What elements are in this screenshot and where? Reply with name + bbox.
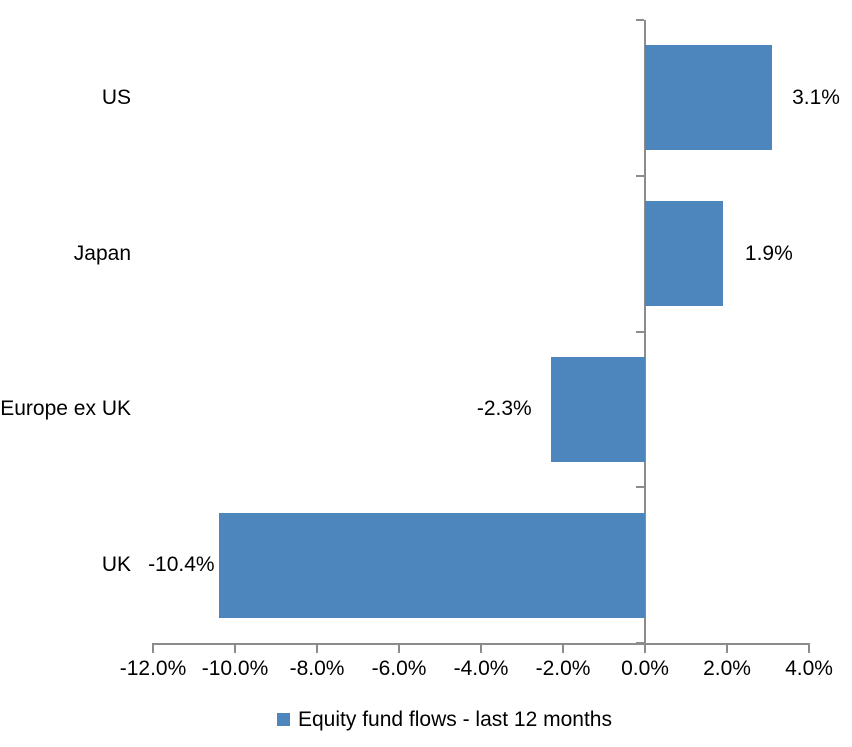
x-axis-tick-label: 2.0% bbox=[703, 657, 751, 680]
x-axis-tick bbox=[398, 645, 400, 653]
category-label: UK bbox=[101, 553, 131, 577]
x-axis-tick-label: -6.0% bbox=[371, 657, 427, 680]
category-label: US bbox=[101, 85, 131, 109]
x-axis-tick bbox=[480, 645, 482, 653]
x-axis-tick-label: -2.0% bbox=[535, 657, 591, 680]
value-label: -2.3% bbox=[476, 397, 532, 421]
legend-swatch bbox=[277, 713, 290, 726]
category-label: Japan bbox=[73, 241, 131, 265]
x-axis-tick bbox=[234, 645, 236, 653]
value-label: -10.4% bbox=[148, 553, 215, 577]
x-axis-tick-label: 4.0% bbox=[785, 657, 833, 680]
x-axis-tick-label: -12.0% bbox=[119, 657, 187, 680]
y-axis-tick bbox=[636, 174, 644, 177]
value-label: 3.1% bbox=[792, 85, 840, 109]
bar bbox=[550, 356, 645, 462]
category-label: Europe ex UK bbox=[0, 397, 131, 421]
x-axis-tick-label: -8.0% bbox=[289, 657, 345, 680]
x-axis-tick-label: -10.0% bbox=[201, 657, 269, 680]
y-axis-line bbox=[644, 20, 646, 645]
x-axis-tick bbox=[726, 645, 728, 653]
legend: Equity fund flows - last 12 months bbox=[277, 706, 612, 733]
x-axis-tick bbox=[808, 645, 810, 653]
y-axis-tick bbox=[636, 330, 644, 333]
y-axis-tick bbox=[636, 486, 644, 489]
x-axis-tick-label: -4.0% bbox=[453, 657, 509, 680]
bar bbox=[645, 201, 723, 307]
x-axis-tick bbox=[562, 645, 564, 653]
value-label: 1.9% bbox=[744, 241, 793, 265]
bar bbox=[645, 45, 773, 151]
x-axis-tick bbox=[644, 645, 646, 653]
x-axis-line bbox=[152, 643, 810, 645]
legend-label: Equity fund flows - last 12 months bbox=[298, 708, 612, 731]
x-axis-tick bbox=[316, 645, 318, 653]
x-axis-tick-label: 0.0% bbox=[621, 657, 669, 680]
y-axis-tick bbox=[636, 19, 644, 21]
x-axis-tick bbox=[152, 645, 154, 653]
bar bbox=[218, 512, 645, 618]
